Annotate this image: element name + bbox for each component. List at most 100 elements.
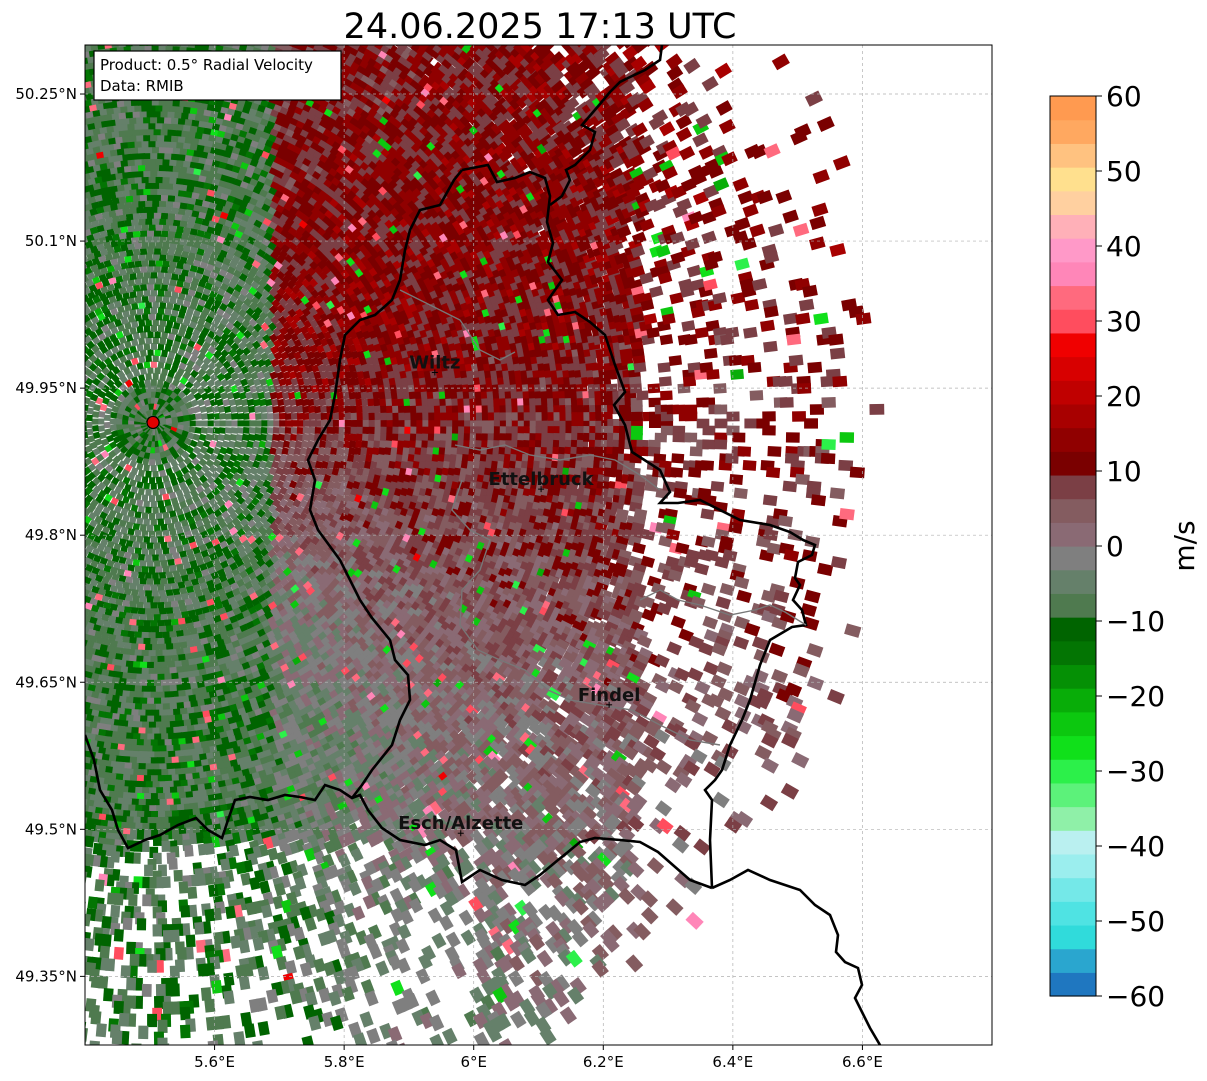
radar-bin bbox=[157, 536, 165, 545]
radar-bin bbox=[261, 454, 270, 463]
radar-bin bbox=[199, 446, 209, 455]
radar-bin bbox=[71, 148, 81, 159]
radar-bin bbox=[260, 405, 269, 414]
radar-bin bbox=[259, 377, 269, 387]
radar-bin bbox=[159, 469, 167, 478]
radar-bin bbox=[143, 342, 151, 351]
radar-bin bbox=[111, 405, 120, 414]
radar-bin bbox=[223, 405, 232, 414]
radar-bin bbox=[85, 428, 94, 436]
radar-bin bbox=[150, 306, 158, 315]
radar-bin bbox=[200, 392, 210, 401]
radar-bin bbox=[85, 431, 89, 440]
radar-bin bbox=[249, 412, 257, 420]
radar-bin bbox=[139, 349, 147, 357]
radar-bin bbox=[73, 160, 83, 171]
radar-bin bbox=[157, 361, 165, 369]
radar-bin bbox=[194, 427, 203, 434]
radar-bin bbox=[148, 530, 156, 539]
radar-bin bbox=[201, 420, 209, 427]
radar-bin bbox=[234, 440, 243, 449]
radar-bin bbox=[103, 428, 112, 436]
radar-bin bbox=[153, 452, 161, 460]
radar-bin bbox=[187, 407, 196, 415]
radar-bin bbox=[218, 427, 227, 434]
radar-bin bbox=[245, 472, 256, 482]
radar-bin bbox=[249, 420, 257, 427]
radar-bin bbox=[241, 433, 250, 442]
radar-bin bbox=[150, 518, 157, 527]
radar-bin bbox=[141, 476, 149, 484]
radar-bin bbox=[145, 336, 153, 345]
radar-bin bbox=[254, 427, 263, 434]
radar-bin bbox=[73, 141, 83, 152]
radar-bin bbox=[272, 433, 281, 442]
radar-bin bbox=[73, 256, 83, 266]
radar-bin bbox=[74, 699, 84, 710]
radar-bin bbox=[138, 337, 146, 346]
radar-bin bbox=[143, 324, 151, 333]
radar-bin bbox=[85, 515, 92, 526]
radar-bin bbox=[213, 413, 221, 420]
radar-bin bbox=[71, 636, 81, 647]
radar-bin bbox=[97, 418, 105, 425]
radar-bin bbox=[121, 418, 129, 425]
radar-bin bbox=[165, 504, 174, 514]
radar-bin bbox=[153, 524, 161, 533]
radar-bin bbox=[252, 460, 262, 469]
radar-bin bbox=[199, 405, 208, 414]
radar-bin bbox=[233, 378, 243, 387]
radar-bin bbox=[159, 373, 167, 382]
radar-bin bbox=[143, 361, 151, 369]
radar-bin bbox=[103, 421, 111, 429]
radar-bin bbox=[147, 330, 154, 339]
radar-bin bbox=[138, 355, 146, 364]
radar-bin bbox=[149, 453, 155, 460]
radar-bin bbox=[266, 413, 275, 420]
radar-bin bbox=[166, 338, 174, 347]
radar-bin bbox=[155, 494, 163, 502]
radar-bin bbox=[255, 420, 263, 427]
radar-bin bbox=[190, 398, 200, 407]
radar-bin bbox=[141, 294, 149, 303]
radar-bin bbox=[152, 336, 159, 345]
radar-bin bbox=[91, 418, 99, 425]
radar-bin bbox=[144, 379, 152, 387]
radar-bin bbox=[216, 452, 226, 462]
radar-bin bbox=[236, 427, 245, 434]
radar-bin bbox=[72, 335, 82, 345]
radar-bin bbox=[74, 411, 81, 418]
radar-bin bbox=[155, 385, 163, 393]
radar-bin bbox=[183, 420, 191, 427]
radar-bin bbox=[207, 420, 215, 427]
radar-bin bbox=[134, 511, 142, 520]
radar-bin bbox=[219, 459, 229, 469]
radar-bin bbox=[69, 704, 79, 715]
radar-bin bbox=[159, 337, 167, 345]
radar-bin bbox=[195, 420, 203, 427]
radar-bin bbox=[145, 488, 152, 496]
radar-bin bbox=[202, 439, 212, 448]
radar-bin bbox=[151, 379, 157, 386]
radar-bin bbox=[162, 475, 170, 484]
radar-bin bbox=[159, 319, 167, 327]
radar-bin bbox=[150, 482, 157, 490]
radar-bin bbox=[266, 427, 275, 434]
radar-bin bbox=[167, 350, 176, 360]
radar-bin bbox=[245, 391, 254, 400]
radar-bin bbox=[74, 153, 84, 164]
radar-bin bbox=[70, 570, 80, 580]
radar-bin bbox=[192, 433, 201, 442]
radar-bin bbox=[250, 371, 260, 381]
radar-bin bbox=[148, 294, 156, 303]
radar-bin bbox=[150, 361, 157, 368]
radar-bin bbox=[73, 327, 83, 337]
radar-bin bbox=[246, 378, 256, 387]
radar-bin bbox=[154, 330, 161, 339]
radar-bin bbox=[160, 349, 169, 358]
radar-bin bbox=[229, 465, 239, 475]
radar-bin bbox=[134, 474, 142, 483]
radar-bin bbox=[232, 459, 242, 469]
radar-bin bbox=[137, 380, 146, 389]
radar-bin bbox=[200, 412, 209, 420]
